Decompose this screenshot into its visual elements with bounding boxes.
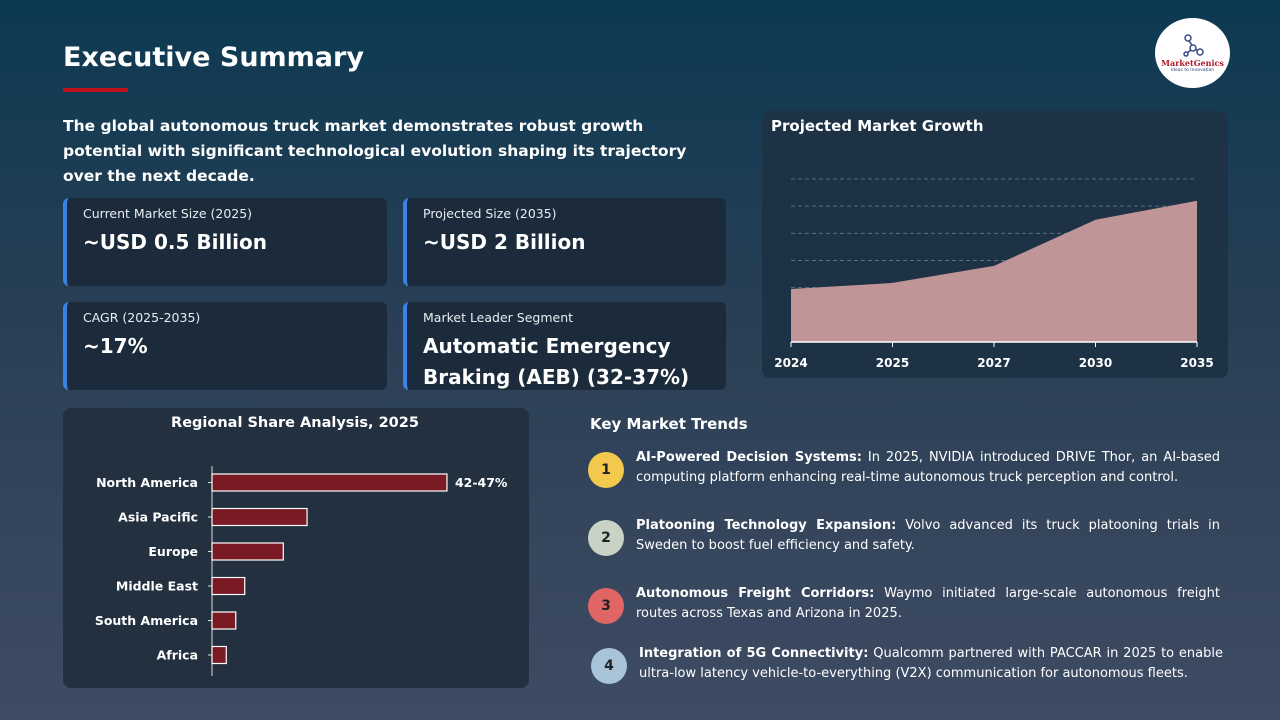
trend-item: 2 Platooning Technology Expansion: Volvo … xyxy=(588,516,1220,556)
growth-chart-title: Projected Market Growth xyxy=(771,117,984,135)
trend-item: 1 AI-Powered Decision Systems: In 2025, N… xyxy=(588,448,1220,488)
data-label: 42-47% xyxy=(455,475,508,490)
x-tick-label: 2030 xyxy=(1079,356,1112,370)
category-label: North America xyxy=(96,475,198,490)
intro-text: The global autonomous truck market demon… xyxy=(63,117,687,185)
growth-chart-panel: Projected Market Growth 2024 2025 2027 2030… xyxy=(762,111,1228,378)
kpi-label: CAGR (2025-2035) xyxy=(83,310,201,325)
x-tick-label: 2025 xyxy=(876,356,909,370)
kpi-card-current-size: Current Market Size (2025) ~USD 0.5 Bill… xyxy=(63,198,387,286)
trend-body: In 2025, NVIDIA introduced DRIVE Thor, a… xyxy=(636,450,1220,485)
trend-heading: AI-Powered Decision Systems: xyxy=(636,450,862,465)
trend-heading: Integration of 5G Connectivity: xyxy=(639,646,869,661)
trend-number-badge: 4 xyxy=(591,648,627,684)
regional-chart: North America 42-47% Asia Pacific Europe Mid… xyxy=(95,466,508,676)
trend-item: 4 Integration of 5G Connectivity: Qualcom… xyxy=(591,644,1223,684)
title-underline xyxy=(63,88,128,92)
kpi-card-cagr: CAGR (2025-2035) ~17% xyxy=(63,302,387,390)
category-label: Africa xyxy=(157,648,198,663)
trend-number-badge: 2 xyxy=(588,520,624,556)
trend-item: 3 Autonomous Freight Corridors: Waymo ini… xyxy=(588,584,1220,624)
trend-text: AI-Powered Decision Systems: In 2025, NV… xyxy=(636,448,1220,487)
trend-text: Integration of 5G Connectivity: Qualcomm… xyxy=(639,644,1223,683)
kpi-label: Projected Size (2035) xyxy=(423,206,557,221)
kpi-value: ~USD 0.5 Billion xyxy=(83,230,268,254)
trend-heading: Platooning Technology Expansion: xyxy=(636,518,897,533)
trend-heading: Autonomous Freight Corridors: xyxy=(636,586,875,601)
kpi-value: ~USD 2 Billion xyxy=(423,230,586,254)
kpi-label: Market Leader Segment xyxy=(423,310,574,325)
regional-chart-title: Regional Share Analysis, 2025 xyxy=(171,415,419,431)
bar xyxy=(211,473,448,492)
bar xyxy=(211,576,246,596)
area-series xyxy=(791,200,1197,342)
logo-text: MarketGenics xyxy=(1161,57,1224,68)
category-label: South America xyxy=(95,613,198,628)
bar xyxy=(211,507,308,527)
logo-tagline: Ideas to Innovation xyxy=(1170,67,1215,73)
bar xyxy=(211,542,284,561)
trend-body: Volvo advanced its truck platooning tria… xyxy=(636,518,1220,553)
growth-chart: 2024 2025 2027 2030 2035 xyxy=(774,178,1214,370)
x-tick-label: 2024 xyxy=(774,356,807,370)
x-tick-label: 2035 xyxy=(1180,356,1213,370)
kpi-label: Current Market Size (2025) xyxy=(83,206,253,221)
network-icon xyxy=(1182,33,1204,57)
page-title: Executive Summary xyxy=(63,42,364,73)
category-label: Middle East xyxy=(116,579,198,594)
bar xyxy=(211,645,227,665)
trend-text: Platooning Technology Expansion: Volvo a… xyxy=(636,516,1220,555)
kpi-card-leader-segment: Market Leader Segment Automatic Emergenc… xyxy=(403,302,726,390)
kpi-card-projected-size: Projected Size (2035) ~USD 2 Billion xyxy=(403,198,726,286)
category-label: Asia Pacific xyxy=(118,510,198,525)
trend-body: Waymo initiated large-scale autonomous f… xyxy=(636,586,1220,621)
trend-number-badge: 1 xyxy=(588,452,624,488)
trend-text: Autonomous Freight Corridors: Waymo init… xyxy=(636,584,1220,623)
regional-chart-panel: Regional Share Analysis, 2025 North Amer… xyxy=(63,408,529,688)
company-logo: MarketGenics Ideas to Innovation xyxy=(1155,18,1230,88)
category-label: Europe xyxy=(148,544,198,559)
trend-body: Qualcomm partnered with PACCAR in 2025 t… xyxy=(639,646,1223,681)
x-tick-label: 2027 xyxy=(977,356,1010,370)
trends-title: Key Market Trends xyxy=(590,415,748,433)
kpi-value: ~17% xyxy=(83,334,148,358)
kpi-value: Automatic Emergency Braking (AEB) (32-37… xyxy=(423,334,690,389)
trend-number-badge: 3 xyxy=(588,588,624,624)
bar xyxy=(211,611,237,630)
